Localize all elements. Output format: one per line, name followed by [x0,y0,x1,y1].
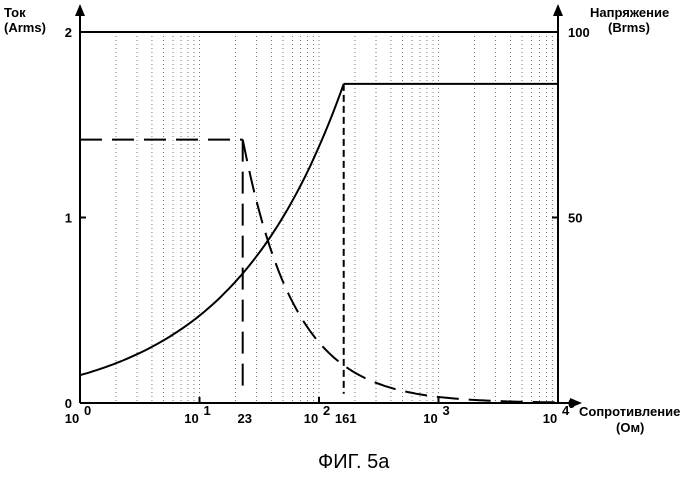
right-tick-label: 50 [568,211,582,226]
x-decade-tick-exponent: 1 [204,403,211,418]
left-tick-label: 1 [65,211,72,226]
x-decade-tick-label: 10 [423,411,437,426]
x-decade-tick-exponent: 3 [443,403,450,418]
chart-grid [116,32,553,403]
x-decade-tick-exponent: 2 [323,403,330,418]
x-decade-tick-label: 10 [543,411,557,426]
left-tick-label: 2 [65,25,72,40]
right-axis-title-line1: Напряжение [590,5,669,20]
x-marker-tick-label: 161 [335,411,357,426]
chart: 01205010010010110210310423161 Ток (Arms)… [0,0,699,478]
chart-series [80,84,558,403]
x-marker-tick-label: 23 [237,411,251,426]
right-axis-arrow [553,4,563,16]
chart-ticks: 01205010010010110210310423161 [65,25,590,426]
right-tick-label: 100 [568,25,590,40]
x-axis-title-line1: Сопротивление [579,404,680,419]
x-decade-tick-label: 10 [65,411,79,426]
x-decade-tick-exponent: 0 [84,403,91,418]
x-decade-tick-label: 10 [184,411,198,426]
series-current-segment [243,140,558,403]
x-decade-tick-exponent: 4 [562,403,570,418]
x-decade-tick-label: 10 [304,411,318,426]
left-tick-label: 0 [65,396,72,411]
right-axis-title-line2: (Brms) [608,20,650,35]
figure-caption: ФИГ. 5а [318,451,390,473]
left-axis-title-line2: (Arms) [4,20,46,35]
x-axis-title-line2: (Ом) [616,420,644,435]
left-axis-title-line1: Ток [4,5,26,20]
series-voltage-segment [80,84,344,375]
left-axis-arrow [75,4,85,16]
